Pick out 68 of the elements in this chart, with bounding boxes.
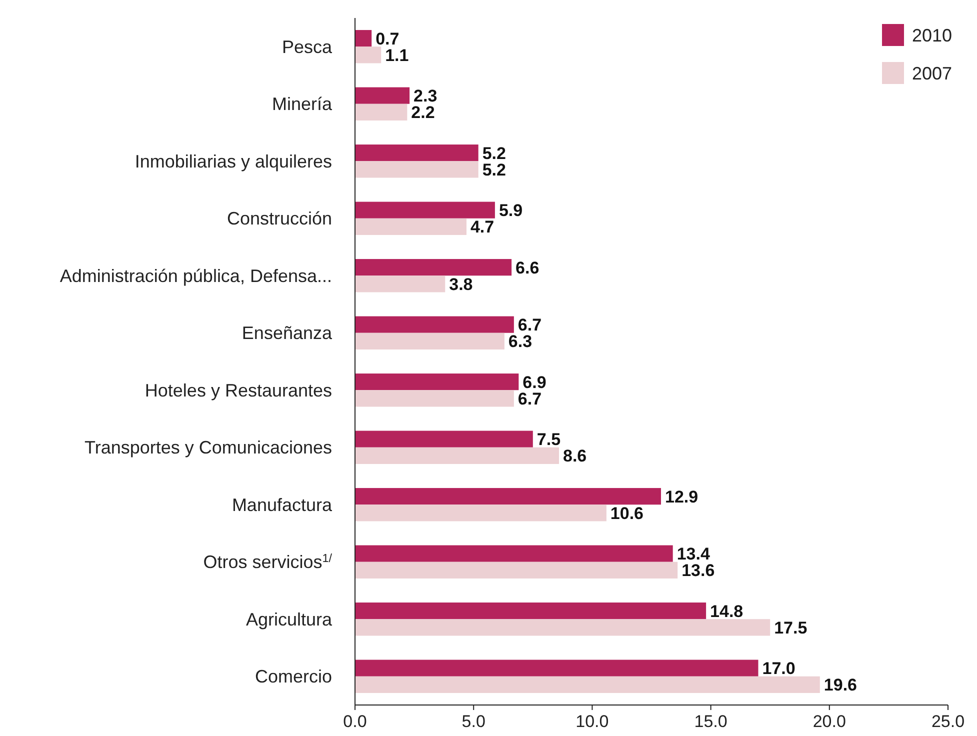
data-label: 13.4 [676, 544, 710, 564]
bar [355, 660, 758, 676]
data-label: 3.8 [449, 274, 473, 294]
bar [355, 619, 770, 636]
bar [355, 87, 410, 104]
data-label: 8.6 [562, 446, 587, 466]
y-tick-label: Otros servicios$^{1/}$ [203, 552, 333, 572]
x-tick-label: 25.0 [931, 712, 965, 731]
y-tick-label: Construcción [226, 208, 332, 229]
data-label: 19.6 [824, 676, 858, 695]
bar [355, 144, 478, 162]
data-label: 6.3 [508, 332, 532, 352]
data-label: 17.5 [774, 618, 808, 638]
x-tick-label: 5.0 [462, 712, 486, 731]
y-tick-label: Pesca [282, 36, 333, 57]
x-tick-label: 10.0 [576, 712, 609, 731]
data-label: 0.7 [376, 29, 400, 48]
bar [355, 602, 706, 620]
y-tick-label: Transportes y Comunicaciones [84, 438, 332, 458]
data-label: 6.6 [516, 258, 540, 278]
y-tick-label: Enseñanza [242, 323, 333, 344]
bar [355, 430, 533, 448]
bar [355, 676, 820, 693]
bar [355, 545, 673, 562]
y-tick-label: Hoteles y Restaurantes [144, 380, 332, 400]
data-label: 2.3 [414, 86, 438, 106]
y-tick-label: Manufactura [232, 494, 333, 515]
data-label: 13.6 [682, 561, 715, 580]
data-label: 5.2 [482, 160, 506, 180]
y-tick-label: Inmobiliarias y alquileres [134, 151, 332, 172]
data-label: 1.1 [385, 46, 409, 65]
bar [355, 161, 478, 178]
data-label: 7.5 [536, 430, 561, 450]
x-tick-label: 15.0 [694, 712, 728, 731]
bar [355, 218, 466, 235]
bar [355, 332, 504, 350]
x-tick-label: 20.0 [812, 712, 846, 731]
bar [355, 30, 372, 47]
bar [355, 374, 519, 390]
data-label: 10.6 [610, 504, 644, 523]
bar [355, 488, 661, 505]
data-label: 4.7 [470, 218, 494, 237]
data-label: 12.9 [664, 487, 698, 506]
bar [355, 447, 559, 464]
data-label: 6.7 [518, 389, 542, 408]
y-tick-label: Comercio [254, 666, 332, 687]
y-tick-label: Administración pública, Defensa... [60, 266, 332, 286]
y-tick-label: Minería [272, 94, 333, 114]
data-label: 6.9 [522, 372, 546, 392]
legend-label: 2010 [912, 25, 952, 46]
legend-label: 2007 [912, 63, 952, 84]
bar [355, 46, 382, 64]
x-tick-label: 0.0 [343, 712, 367, 731]
bar [355, 276, 446, 292]
data-label: 14.8 [710, 602, 744, 621]
data-label: 17.0 [762, 659, 796, 678]
bar [355, 316, 514, 333]
bar [355, 562, 678, 578]
bar [355, 104, 408, 120]
data-label: 6.7 [518, 316, 542, 335]
bar [355, 390, 514, 407]
data-label: 2.2 [411, 103, 435, 122]
data-label: 5.9 [498, 201, 523, 220]
bar [355, 504, 606, 522]
bar [355, 259, 512, 276]
data-label: 5.2 [482, 144, 506, 163]
y-tick-label: Agricultura [246, 609, 333, 630]
bar [355, 202, 495, 218]
